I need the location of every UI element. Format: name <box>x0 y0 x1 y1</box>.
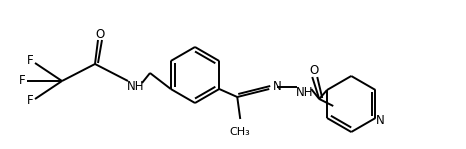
Text: N: N <box>376 114 385 128</box>
Text: F: F <box>27 55 33 67</box>
Text: O: O <box>309 63 319 76</box>
Text: N: N <box>273 80 282 94</box>
Text: O: O <box>96 28 105 41</box>
Text: NH: NH <box>295 87 313 100</box>
Text: F: F <box>19 74 25 87</box>
Text: CH₃: CH₃ <box>230 127 251 137</box>
Text: NH: NH <box>127 80 145 94</box>
Text: F: F <box>27 94 33 107</box>
